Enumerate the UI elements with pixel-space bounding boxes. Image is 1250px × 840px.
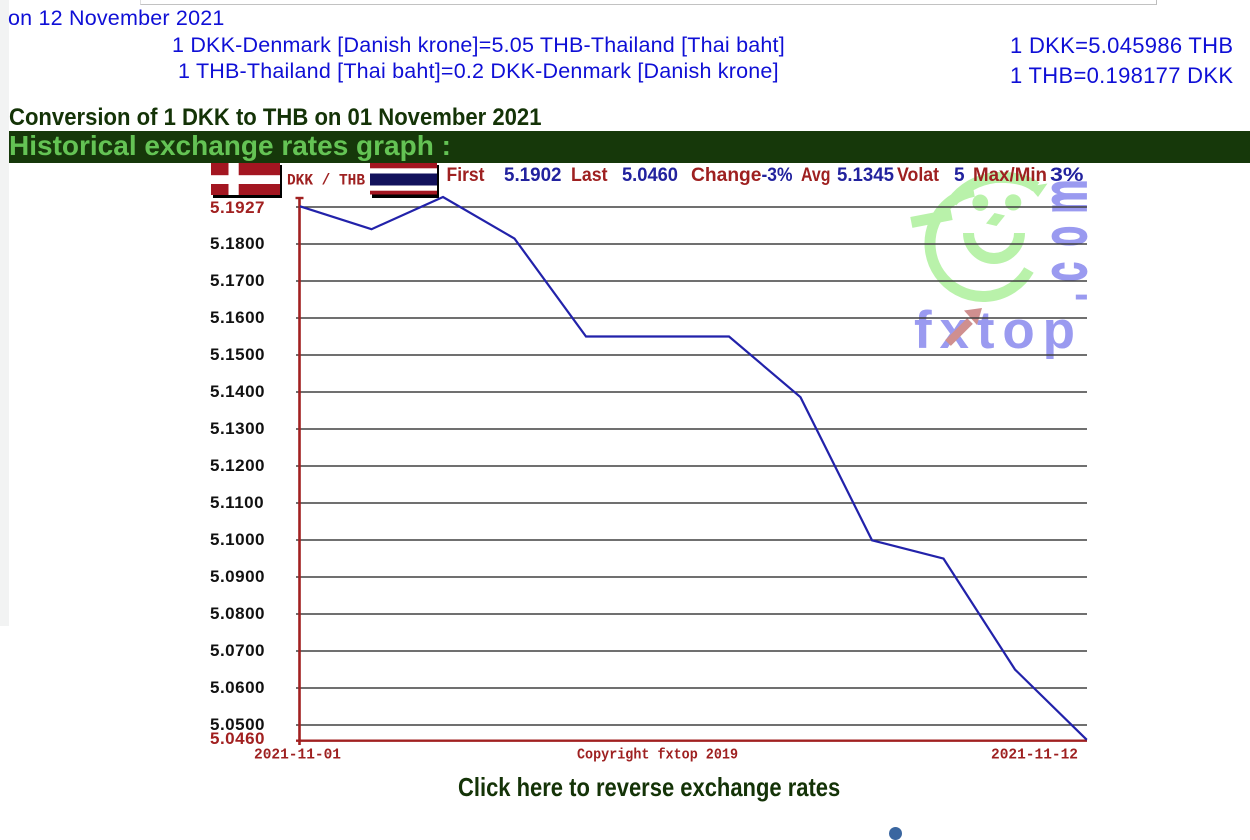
svg-text:-3%: -3% <box>762 165 793 186</box>
svg-text:5.1927: 5.1927 <box>210 198 265 217</box>
svg-text:5.1902: 5.1902 <box>504 165 562 186</box>
svg-text:5.1000: 5.1000 <box>210 530 265 549</box>
svg-text:.: . <box>1031 293 1100 301</box>
svg-text:5.1345: 5.1345 <box>837 165 894 186</box>
svg-text:Change: Change <box>691 165 762 186</box>
svg-text:Volat: Volat <box>897 165 940 186</box>
svg-text:m: m <box>1031 180 1100 214</box>
svg-text:5.0460: 5.0460 <box>622 165 678 186</box>
svg-text:5.1700: 5.1700 <box>210 271 265 290</box>
svg-text:5.1600: 5.1600 <box>210 308 265 327</box>
svg-text:5.1300: 5.1300 <box>210 419 265 438</box>
svg-text:5.0800: 5.0800 <box>210 604 265 623</box>
svg-text:5.1500: 5.1500 <box>210 345 265 364</box>
svg-text:DKK / THB: DKK / THB <box>287 172 365 190</box>
svg-text:Copyright fxtop 2019: Copyright fxtop 2019 <box>577 747 738 764</box>
svg-text:2021-11-01: 2021-11-01 <box>254 747 341 764</box>
svg-text:fxtop: fxtop <box>914 301 1075 360</box>
svg-text:5.1100: 5.1100 <box>210 493 264 512</box>
svg-text:5.1800: 5.1800 <box>210 234 265 253</box>
svg-text:5.0500: 5.0500 <box>210 715 265 734</box>
svg-text:First: First <box>447 165 486 186</box>
svg-text:5.0600: 5.0600 <box>210 678 265 697</box>
svg-text:3%: 3% <box>1050 165 1084 186</box>
svg-text:Last: Last <box>571 165 608 186</box>
svg-text:5.0900: 5.0900 <box>210 567 265 586</box>
svg-text:5.0460: 5.0460 <box>210 729 265 748</box>
svg-text:5.1400: 5.1400 <box>210 382 265 401</box>
svg-text:Max/Min: Max/Min <box>973 165 1047 186</box>
svg-text:Avg: Avg <box>801 165 831 186</box>
svg-text:5.0700: 5.0700 <box>210 641 265 660</box>
svg-text:o: o <box>1031 226 1100 247</box>
svg-text:2021-11-12: 2021-11-12 <box>991 747 1078 764</box>
svg-text:5.1200: 5.1200 <box>210 456 265 475</box>
svg-text:c: c <box>1031 262 1100 282</box>
svg-text:5: 5 <box>954 165 965 186</box>
